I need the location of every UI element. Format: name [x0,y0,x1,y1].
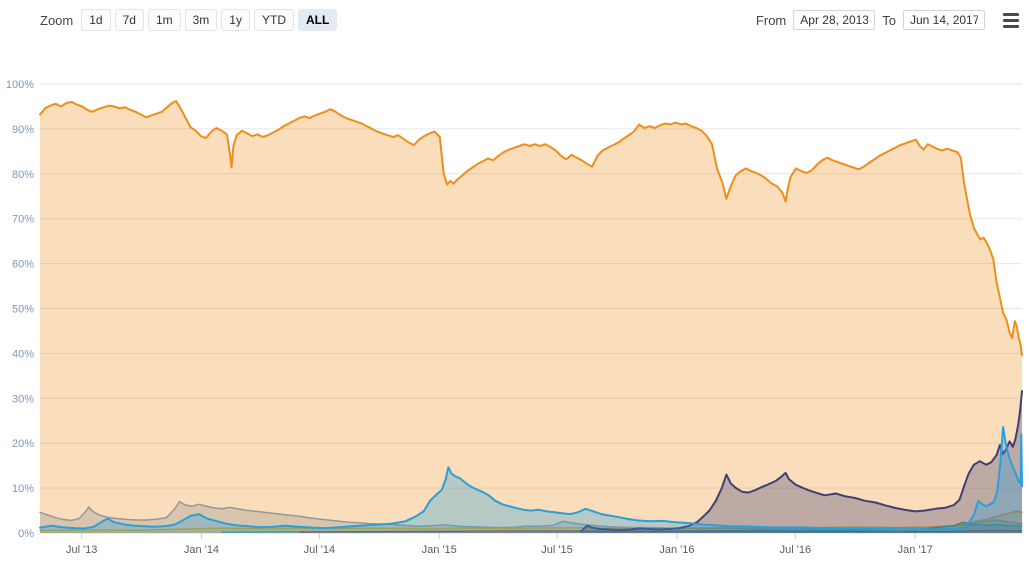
series-line-blue [39,426,1023,531]
x-axis-label: Jan '17 [898,544,933,556]
to-date-input[interactable] [903,10,985,30]
y-axis-label-30: 30% [12,393,34,405]
x-axis-label: Jul '13 [66,544,97,556]
y-axis-label-50: 50% [12,304,34,316]
y-axis-label-10: 10% [12,483,34,495]
y-axis-label-100: 100% [6,79,34,91]
zoom-button-1y[interactable]: 1y [221,9,250,31]
zoom-button-3m[interactable]: 3m [184,9,218,31]
export-menu-button[interactable] [1001,11,1021,30]
x-axis-label: Jan '14 [184,544,219,556]
series-line-navy [580,390,1023,533]
x-axis-label: Jan '15 [422,544,457,556]
chart-svg: 0% 10% 20% 30% 40% 50% 60% 70% 80% 90% 100% Jul '13… [6,79,1023,556]
to-label: To [882,12,896,28]
series-line-maroon [299,529,1023,533]
series-line-orange [39,100,1023,357]
chart-plot-area[interactable]: 0% 10% 20% 30% 40% 50% 60% 70% 80% 90% 100% Jul '13… [0,36,1029,574]
from-label: From [755,12,787,28]
y-axis-label-0: 0% [18,528,34,540]
date-range-group: From To [756,10,985,30]
series-area-blue [40,427,1022,533]
y-axis-label-40: 40% [12,348,34,360]
hamburger-icon [1003,12,1019,28]
x-axis-label: Jul '15 [541,544,572,556]
y-axis-label-20: 20% [12,438,34,450]
zoom-label: Zoom [40,12,74,28]
x-axis-label: Jul '14 [304,544,335,556]
zoom-button-1m[interactable]: 1m [147,9,181,31]
y-axis-label-80: 80% [12,169,34,181]
from-date-input[interactable] [793,10,876,30]
zoom-button-all[interactable]: ALL [297,9,338,31]
zoom-button-ytd[interactable]: YTD [253,9,294,31]
series-area-navy [581,391,1022,533]
zoom-button-group: 1d 7d 1m 3m 1y YTD ALL [81,9,338,31]
series-area-orange [40,101,1022,533]
y-axis-label-90: 90% [12,124,34,136]
zoom-button-1d[interactable]: 1d [81,9,111,31]
zoom-button-7d[interactable]: 7d [114,9,144,31]
y-axis-label-60: 60% [12,259,34,271]
x-axis-label: Jan '16 [659,544,694,556]
x-axis-label: Jul '16 [780,544,811,556]
y-axis-label-70: 70% [12,214,34,226]
